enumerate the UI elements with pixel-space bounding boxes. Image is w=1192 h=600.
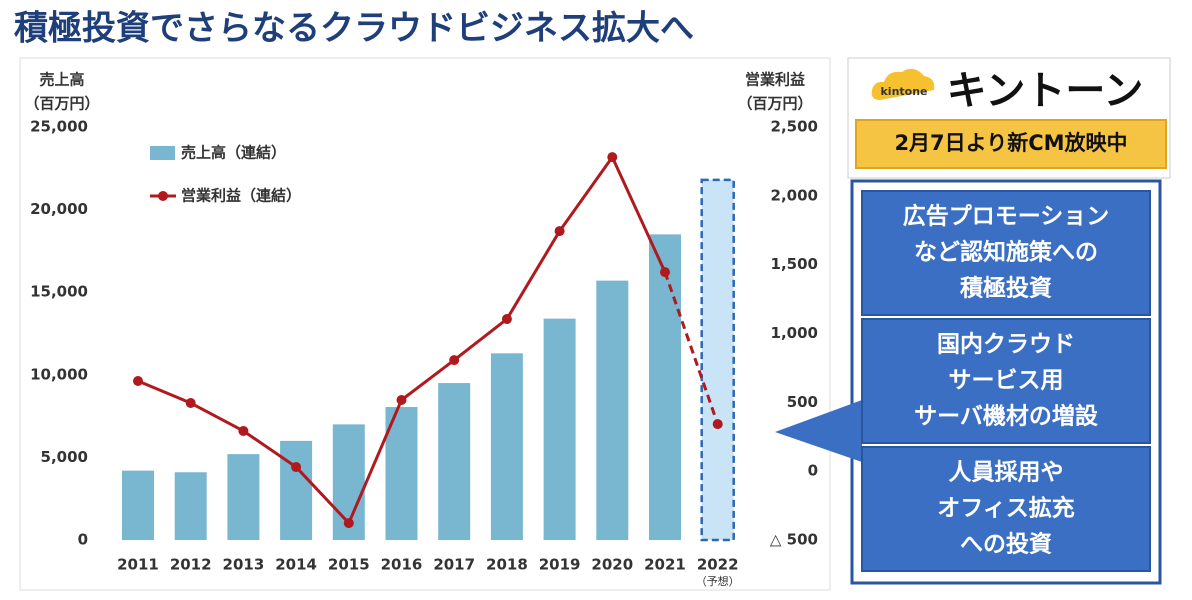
investment-box [861,446,1151,572]
line-point [133,375,143,386]
investment-box-text: 国内クラウド [937,332,1075,358]
bar [280,440,313,540]
bar [649,234,681,540]
investment-box-text: など認知施策への [914,239,1098,266]
line-point [238,425,249,436]
x-tick-label: 2016 [381,556,423,574]
banner-text: 2月7日より新CM放映中 [894,131,1127,155]
bar [174,472,207,540]
bar [227,454,260,540]
line-segment [453,317,508,362]
x-tick-label: 2014 [275,556,317,574]
investment-box-text: サーバ機材の増設 [914,403,1099,430]
line-point [501,314,512,325]
y-tick-label: 25,000 [30,118,88,136]
x-tick-label: 2017 [433,556,475,574]
y-tick-label: 20,000 [30,200,88,218]
y-tick-label: 10,000 [30,365,88,383]
line-point [343,518,354,529]
bar [490,353,523,540]
chart-frame [19,57,831,591]
x-tick-label: 2020 [591,556,633,574]
y2-tick-label: 1,000 [771,324,818,342]
legend-label: 営業利益（連結） [181,187,301,205]
y-tick-label: 5,000 [41,448,88,466]
line-segment [558,156,614,232]
forecast-label: （予想） [696,574,740,588]
legend-swatch [150,146,175,160]
y2-tick-label: △ 500 [770,531,818,549]
line-point [712,419,723,430]
legend-swatch [158,191,168,201]
y2-tick-label: 2,000 [771,186,818,204]
bar [438,383,471,540]
line-segment [610,156,667,273]
line-segment [505,230,561,320]
line-segment [400,358,456,402]
line-point [607,152,618,163]
x-tick-label: 2011 [117,556,159,574]
legend-label: 売上高（連結） [181,144,286,162]
investment-box-text: への投資 [960,531,1052,558]
y2-tick-label: 0 [808,462,818,480]
bar [385,407,418,540]
investment-box-text: サービス用 [949,368,1064,394]
x-tick-label: 2021 [644,556,686,574]
y2-axis-unit: （百万円） [737,95,812,113]
investment-box [861,318,1151,444]
investment-box-text: オフィス拡充 [937,495,1075,522]
x-tick-label: 2018 [486,556,528,574]
y-tick-label: 15,000 [30,283,88,301]
investment-box-text: 人員採用や [949,460,1064,486]
line-point [185,398,196,409]
banner [855,119,1167,169]
line-point [554,226,565,237]
line-segment [295,466,350,525]
callout-pointer [775,400,862,462]
x-tick-label: 2022 [697,556,739,574]
logo-cloud [871,68,935,100]
bar [700,178,735,542]
y-axis-unit: （百万円） [24,95,99,113]
line-point [291,462,302,473]
investment-box-text: 積極投資 [960,275,1052,302]
bar [543,318,576,540]
slide-title: 積極投資でさらなるクラウドビジネス拡大へ [14,9,694,49]
brand-name: キントーン [947,68,1144,114]
y-tick-label: 0 [78,531,88,549]
line-segment [347,399,403,524]
y2-tick-label: 1,500 [771,255,818,273]
x-tick-label: 2015 [328,556,370,574]
investment-box-text: 広告プロモーション [903,203,1110,230]
x-tick-label: 2019 [539,556,581,574]
logo-text: kintone [880,85,927,98]
y2-tick-label: 500 [787,393,818,411]
investment-boxes: 広告プロモーションなど認知施策への積極投資国内クラウドサービス用サーバ機材の増設… [861,190,1151,572]
y2-tick-label: 2,500 [771,118,818,136]
bar [596,280,629,540]
bar [122,470,154,540]
x-tick-label: 2013 [223,556,265,574]
line-segment [189,401,245,433]
y-axis-label: 売上高 [39,71,84,89]
line-segment [663,271,720,425]
line-segment [137,379,192,405]
line-segment [242,429,297,469]
line-point [660,267,670,278]
x-tick-label: 2012 [170,556,212,574]
y2-axis-label: 営業利益 [745,71,805,89]
investment-box [861,190,1151,316]
line-point [396,394,407,405]
line-point [449,355,460,366]
